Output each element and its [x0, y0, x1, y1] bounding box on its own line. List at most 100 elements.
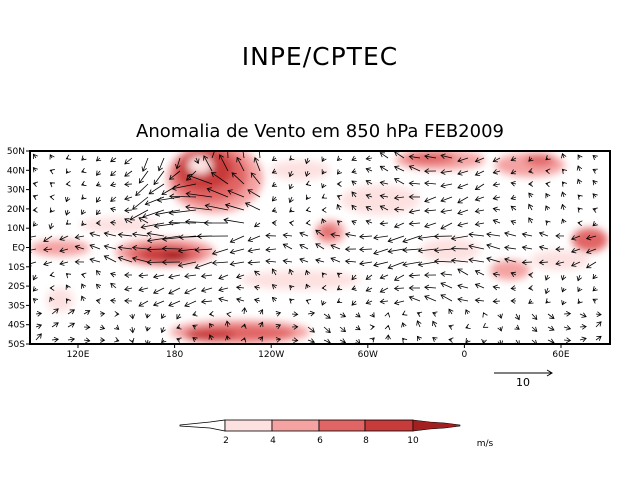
wind-arrow	[32, 181, 38, 188]
wind-arrow	[424, 222, 437, 229]
wind-arrow	[65, 154, 72, 160]
wind-arrow	[59, 260, 69, 266]
wind-arrow	[109, 220, 117, 226]
wind-arrow	[282, 243, 293, 250]
wind-arrow	[110, 181, 117, 188]
wind-arrow	[83, 310, 91, 315]
wind-arrow	[229, 260, 245, 267]
wind-arrow	[304, 170, 311, 177]
wind-arrow	[528, 217, 534, 224]
wind-arrow	[194, 247, 213, 253]
wind-arrow	[440, 208, 453, 215]
wind-arrow	[218, 274, 229, 280]
wind-arrow	[289, 298, 295, 304]
colorbar-label: 2	[223, 436, 229, 446]
wind-arrow	[99, 311, 106, 317]
wind-arrow	[83, 324, 91, 330]
wind-arrow	[474, 208, 485, 214]
wind-arrow	[440, 153, 453, 159]
wind-arrow	[129, 209, 149, 221]
wind-arrow	[365, 193, 373, 199]
wind-arrow	[208, 334, 214, 341]
wind-arrow	[305, 299, 312, 305]
wind-arrow	[474, 283, 485, 289]
lon-label: 180	[166, 350, 183, 360]
wind-arrow	[110, 282, 117, 289]
wind-arrow	[424, 168, 437, 174]
anomaly-shading	[270, 160, 330, 180]
wind-arrow	[393, 178, 405, 185]
wind-arrow	[49, 154, 55, 160]
wind-arrow	[231, 172, 245, 185]
wind-arrow	[402, 337, 408, 344]
wind-arrow	[351, 168, 357, 174]
wind-arrow	[379, 152, 389, 159]
wind-arrow	[184, 273, 197, 279]
wind-arrow	[424, 272, 437, 278]
wind-arrow	[253, 284, 261, 291]
wind-arrow	[379, 180, 389, 186]
wind-arrow	[131, 256, 149, 263]
anomaly-shading	[163, 251, 187, 261]
wind-arrow	[595, 321, 602, 328]
wind-arrow	[307, 310, 316, 317]
wind-arrow	[465, 309, 471, 315]
wind-arrow	[339, 326, 347, 333]
wind-arrow	[192, 311, 198, 317]
wind-arrow	[305, 206, 311, 213]
anomaly-shading	[405, 152, 455, 164]
wind-arrow	[288, 268, 294, 276]
wind-arrow	[576, 165, 583, 172]
wind-arrow	[168, 209, 197, 216]
wind-arrow	[492, 298, 501, 305]
wind-arrow	[211, 248, 229, 256]
wind-arrow	[408, 180, 421, 187]
wind-arrow	[492, 169, 501, 175]
wind-arrow	[492, 206, 501, 213]
wind-arrow	[124, 170, 133, 177]
wind-arrow	[514, 313, 520, 321]
wind-arrow	[124, 272, 133, 278]
wind-arrow	[401, 322, 407, 328]
wind-arrow	[497, 326, 503, 332]
wind-arrow	[110, 157, 117, 163]
wind-arrow	[110, 206, 117, 213]
wind-arrow	[510, 271, 517, 277]
wind-arrow	[49, 194, 55, 201]
wind-arrow	[218, 296, 229, 303]
wind-arrow	[305, 194, 311, 201]
wind-arrow	[387, 248, 405, 254]
wind-arrow	[235, 297, 245, 303]
wind-arrow	[146, 259, 165, 266]
wind-arrow	[492, 271, 501, 278]
wind-arrow	[408, 272, 421, 279]
wind-arrow	[528, 181, 534, 187]
wind-arrow	[330, 257, 341, 263]
wind-arrow	[43, 246, 53, 253]
wind-arrow	[579, 336, 587, 343]
wind-arrow	[32, 286, 38, 292]
wind-arrow	[563, 337, 572, 344]
wind-arrow	[492, 219, 501, 225]
wind-arrow	[194, 157, 200, 164]
wind-arrow	[169, 193, 197, 200]
anomaly-shading	[46, 288, 74, 312]
wind-arrow	[339, 338, 347, 344]
wind-arrow	[351, 285, 357, 291]
wind-arrow	[384, 312, 391, 318]
wind-arrow	[448, 308, 454, 315]
wind-arrow	[393, 194, 405, 201]
wind-arrow	[401, 310, 408, 316]
wind-arrow	[200, 287, 213, 293]
wind-arrow	[402, 235, 421, 244]
wind-arrow	[138, 272, 149, 279]
wind-arrow	[152, 287, 165, 295]
wind-arrow	[218, 286, 229, 293]
wind-arrow	[560, 203, 567, 211]
wind-arrow	[253, 157, 261, 172]
wind-arrow	[579, 323, 587, 330]
wind-arrow	[450, 257, 469, 264]
wind-arrow	[81, 194, 87, 200]
wind-arrow	[192, 324, 198, 330]
